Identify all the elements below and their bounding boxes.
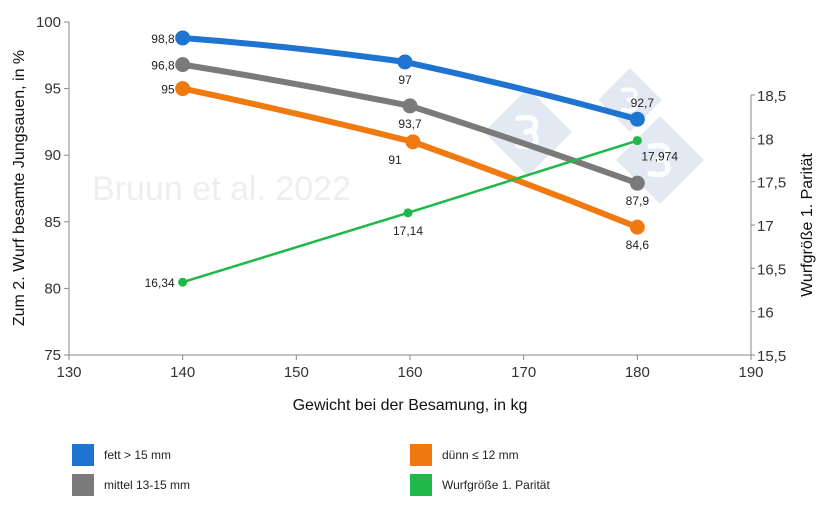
x-tick-label: 180 (625, 364, 650, 381)
data-label: 17,14 (393, 224, 423, 238)
x-tick-label: 170 (511, 364, 536, 381)
data-point (175, 30, 191, 46)
x-tick-label: 190 (738, 364, 763, 381)
data-point (629, 111, 645, 127)
data-label: 95 (161, 83, 175, 97)
data-label: 93,7 (398, 117, 422, 131)
legend-swatch (410, 474, 432, 496)
data-point (175, 81, 191, 97)
legend-label: mittel 13-15 mm (104, 478, 191, 492)
legend-item-duenn: dünn ≤ 12 mm (410, 444, 519, 466)
legend-swatch (72, 474, 94, 496)
data-point (405, 134, 421, 150)
legend-item-mittel: mittel 13-15 mm (72, 474, 190, 496)
data-label: 87,9 (626, 194, 650, 208)
y2-axis-title: Wurfgröße 1. Parität (799, 153, 816, 297)
legend-label: Wurfgröße 1. Parität (442, 478, 550, 492)
legend-item-wurfgroesse: Wurfgröße 1. Parität (410, 474, 550, 496)
data-point (178, 277, 188, 287)
data-label: 17,974 (641, 150, 678, 164)
y2-tick-label: 18 (757, 131, 774, 148)
data-point (397, 54, 413, 70)
logo-digit-shape (647, 142, 671, 178)
data-point (632, 136, 642, 146)
y-tick-label: 90 (44, 147, 61, 164)
data-label: 92,7 (631, 96, 655, 110)
legend-label: dünn ≤ 12 mm (442, 448, 519, 462)
data-label: 98,8 (151, 32, 175, 46)
y-tick-label: 75 (44, 347, 61, 364)
y-tick-label: 95 (44, 81, 61, 98)
y2-tick-label: 15,5 (757, 348, 786, 365)
x-axis-title: Gewicht bei der Besamung, in kg (293, 397, 528, 414)
x-tick-label: 140 (170, 364, 195, 381)
data-label: 97 (398, 73, 412, 87)
y2-tick-label: 17 (757, 218, 774, 235)
data-label: 16,34 (145, 276, 175, 290)
x-tick-label: 150 (284, 364, 309, 381)
y2-tick-label: 17,5 (757, 175, 786, 192)
axes: 130 140 150 160 170 180 190 75 80 85 90 95 100 15,5 16… (11, 14, 816, 414)
x-tick-label: 160 (397, 364, 422, 381)
legend-item-fett: fett > 15 mm (72, 444, 171, 466)
legend-swatch (72, 444, 94, 466)
y2-tick-label: 18,5 (757, 88, 786, 105)
y-tick-label: 100 (36, 14, 61, 31)
data-label: 84,6 (626, 238, 650, 252)
data-point (175, 57, 191, 73)
data-labels: 98,8 97 92,7 96,8 93,7 87,9 95 91 84,6 16,34 17,14… (145, 32, 679, 290)
watermark-text: Bruun et al. 2022 (92, 170, 351, 208)
y2-tick-label: 16 (757, 305, 774, 322)
legend-label: fett > 15 mm (104, 448, 172, 462)
data-point (629, 175, 645, 191)
legend-swatch (410, 444, 432, 466)
y-tick-label: 80 (44, 280, 61, 297)
data-point (402, 98, 418, 114)
data-label: 91 (388, 153, 402, 167)
series-lines (175, 30, 645, 287)
y2-tick-label: 16,5 (757, 261, 786, 278)
data-point (403, 208, 413, 218)
data-label: 96,8 (151, 59, 175, 73)
x-tick-label: 130 (56, 364, 81, 381)
y-axis-title: Zum 2. Wurf besamte Jungsauen, in % (11, 50, 28, 326)
logo-digit-shape (620, 87, 638, 113)
data-point (629, 219, 645, 235)
y-tick-label: 85 (44, 214, 61, 231)
